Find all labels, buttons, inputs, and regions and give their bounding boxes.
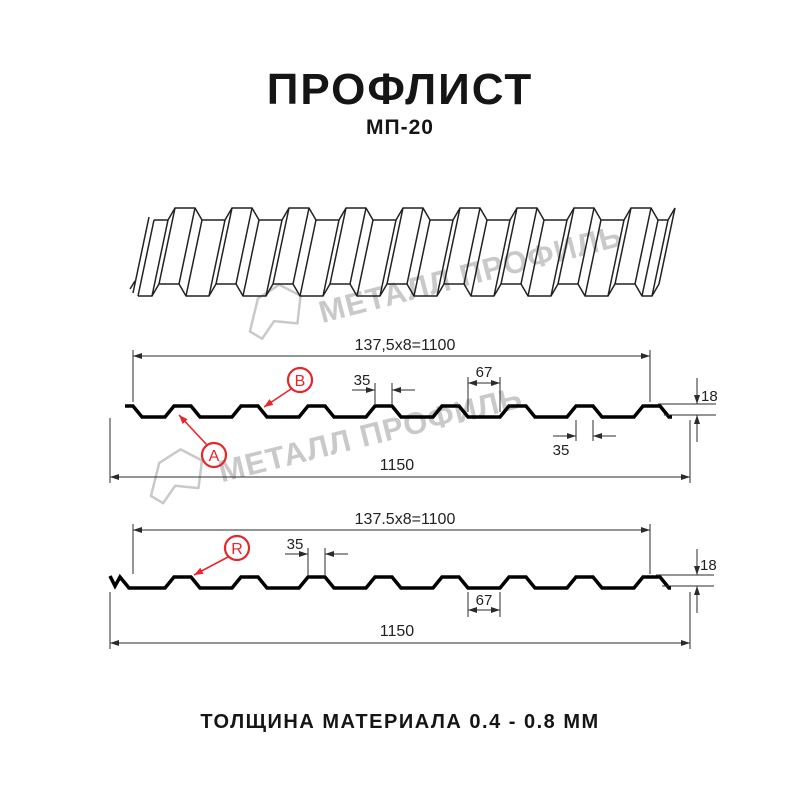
- metal-profil-logo-icon: [149, 448, 204, 505]
- dimension-1150: 1150: [109, 418, 691, 483]
- callout-b: B: [263, 366, 314, 408]
- profile-polyline: [108, 573, 671, 590]
- dimension-35: 35: [285, 536, 348, 575]
- page-subtitle: МП-20: [366, 116, 434, 139]
- dim-width-formula: 137,5x8=1100: [355, 337, 456, 354]
- callout-a: A: [178, 414, 228, 469]
- dimension-67: 67: [467, 592, 501, 617]
- dim-total-width: 1150: [380, 623, 415, 640]
- dim-valley: 67: [476, 364, 493, 381]
- dim-height: 18: [701, 388, 718, 405]
- profile-polyline: [125, 404, 672, 419]
- dimension-67: 67: [467, 364, 501, 412]
- dim-total-width: 1150: [380, 457, 415, 474]
- material-thickness-note: ТОЛЩИНА МАТЕРИАЛА 0.4 - 0.8 ММ: [200, 711, 599, 733]
- metal-profil-logo-icon: [248, 283, 302, 340]
- header: ПРОФЛИСТ МП-20: [267, 65, 534, 139]
- dim-valley: 67: [476, 592, 493, 609]
- dimension-35-lower: 35: [553, 420, 616, 459]
- callout-a-letter: A: [209, 448, 220, 465]
- watermark-upper: МЕТАЛЛ ПРОФИЛЬ: [248, 218, 626, 340]
- cross-section-top: 137,5x8=1100 35 67 18: [109, 337, 718, 483]
- dimension-35-upper: 35: [352, 372, 415, 404]
- dim-rib-top-lower: 35: [553, 442, 570, 459]
- callout-r: R: [193, 534, 251, 576]
- watermark-brand-text: МЕТАЛЛ ПРОФИЛЬ: [215, 380, 526, 489]
- dimension-1100: 137.5x8=1100: [132, 511, 651, 574]
- dim-rib-top: 35: [287, 536, 304, 553]
- callout-b-letter: B: [295, 373, 306, 390]
- cross-section-bottom: 137.5x8=1100 35 67 18: [108, 511, 717, 649]
- dimension-1100: 137,5x8=1100: [132, 337, 651, 402]
- callout-r-letter: R: [231, 541, 243, 558]
- sheet-3d-view: [129, 207, 676, 297]
- sheet-rib-edges: [129, 207, 676, 297]
- page-title: ПРОФЛИСТ: [267, 65, 534, 114]
- dimension-18: 18: [658, 378, 718, 442]
- dim-height: 18: [700, 557, 717, 574]
- dim-rib-top: 35: [354, 372, 371, 389]
- dimension-18: 18: [656, 549, 717, 613]
- dim-width-formula: 137.5x8=1100: [355, 511, 456, 528]
- dimension-1150: 1150: [109, 592, 691, 649]
